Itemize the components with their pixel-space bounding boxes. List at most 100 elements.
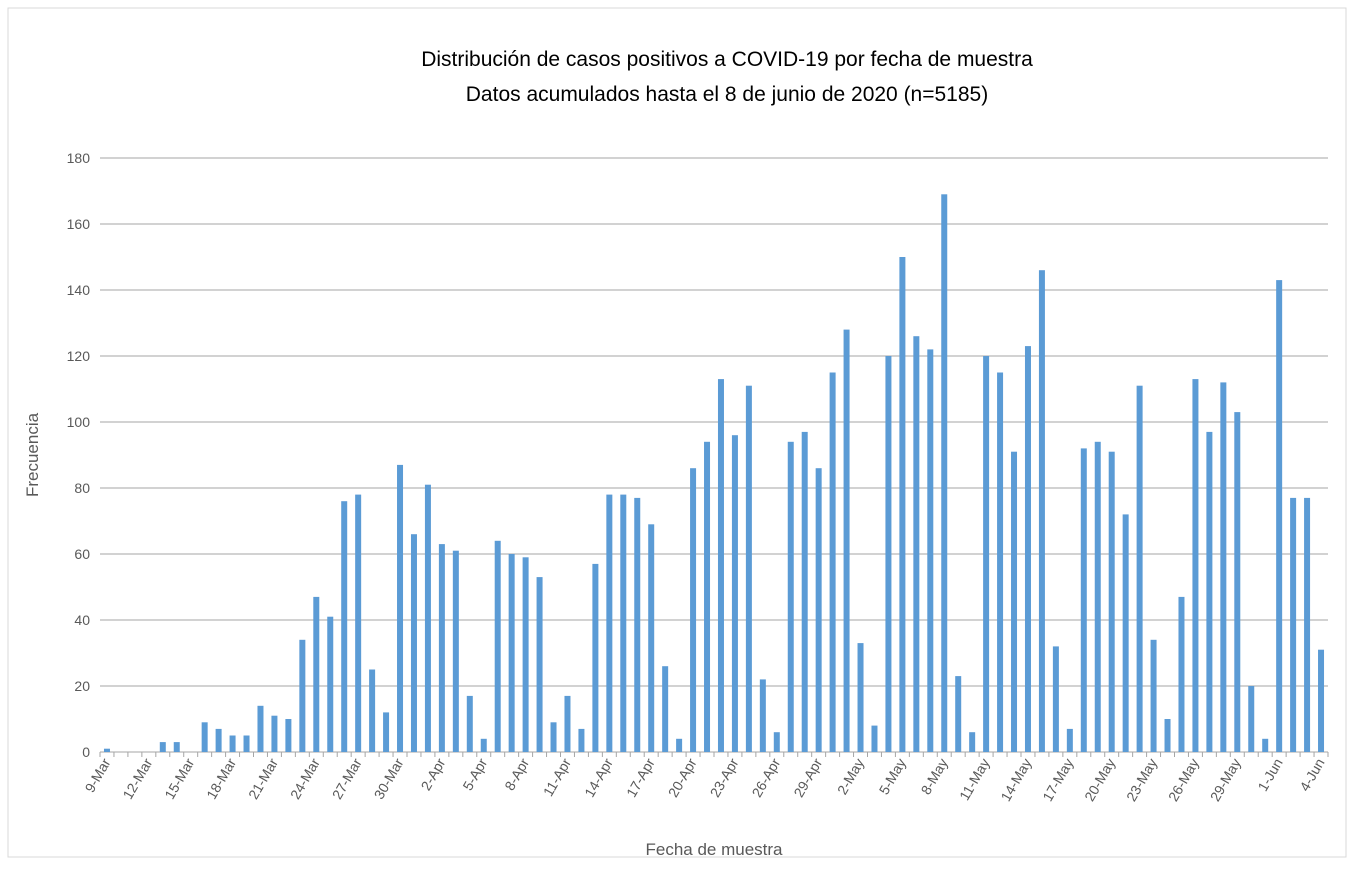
bar [955,676,962,752]
bar [1248,686,1255,752]
x-axis-title: Fecha de muestra [645,840,783,859]
bar [648,524,655,752]
bar [913,336,920,752]
bar [424,484,431,752]
bar [885,356,892,752]
bar [857,643,864,752]
bar [1206,431,1213,752]
y-tick-label: 100 [67,414,91,430]
bar [1094,441,1101,752]
bar [983,356,990,752]
y-tick-label: 40 [74,612,90,628]
bar [229,735,236,752]
bar [1024,346,1031,752]
bar [1011,451,1018,752]
bar [731,435,738,752]
bar [1108,451,1115,752]
bar [257,705,264,752]
bar [899,257,906,752]
y-tick-label: 120 [67,348,91,364]
y-tick-label: 80 [74,480,90,496]
bar [508,554,515,752]
bar [578,728,585,752]
bar [1234,412,1241,752]
bar [480,738,487,752]
bar [1080,448,1087,752]
bar [159,742,166,752]
bar [341,501,348,752]
bar [1122,514,1129,752]
chart-subtitle: Datos acumulados hasta el 8 de junio de … [466,83,988,106]
bar [871,725,878,752]
bar [369,669,376,752]
bar [829,372,836,752]
bar [173,742,180,752]
bar [592,563,599,752]
bar [1150,639,1157,752]
bar [634,497,641,752]
bar [690,468,697,752]
bar [843,329,850,752]
bar [564,695,571,752]
y-tick-label: 160 [67,216,91,232]
y-tick-label: 140 [67,282,91,298]
bar [1220,382,1227,752]
bar [1262,738,1269,752]
y-tick-label: 60 [74,546,90,562]
bar [383,712,390,752]
bar [815,468,822,752]
bar [941,194,948,753]
bar [285,719,292,752]
bar [787,441,794,752]
bar [969,732,976,752]
y-tick-label: 180 [67,150,91,166]
bar [662,666,669,752]
bar [494,540,501,752]
bar [620,494,627,752]
bar [466,695,473,752]
bar [103,748,110,752]
bar [1038,270,1045,752]
bar [1052,646,1059,752]
bar [1192,379,1199,752]
bar [410,534,417,752]
bar [452,550,459,752]
bar [717,379,724,752]
bar [773,732,780,752]
bar [536,577,543,752]
bar [1136,385,1143,752]
bar [522,557,529,752]
chart-title: Distribución de casos positivos a COVID-… [421,48,1033,71]
bar [1304,497,1311,752]
y-tick-label: 20 [74,678,90,694]
bar [1276,280,1283,752]
bar [927,349,934,752]
bar [215,728,222,752]
bar [1178,596,1185,752]
bar [759,679,766,752]
y-axis-title: Frecuencia [23,412,42,497]
bar [397,464,404,752]
bar [745,385,752,752]
bar [997,372,1004,752]
bar [1290,497,1297,752]
bar [801,431,808,752]
bar [606,494,613,752]
bar [676,738,683,752]
bar [271,715,278,752]
bar [550,722,557,752]
bar [313,596,320,752]
bar [299,639,306,752]
bar [1318,649,1325,752]
bar [1066,728,1073,752]
bar [243,735,250,752]
bar [438,544,445,752]
bar [1164,719,1171,752]
bar [704,441,711,752]
bar [355,494,362,752]
bar [327,616,334,752]
chart-border [7,7,1347,858]
bar [201,722,208,752]
y-tick-label: 0 [82,744,90,760]
